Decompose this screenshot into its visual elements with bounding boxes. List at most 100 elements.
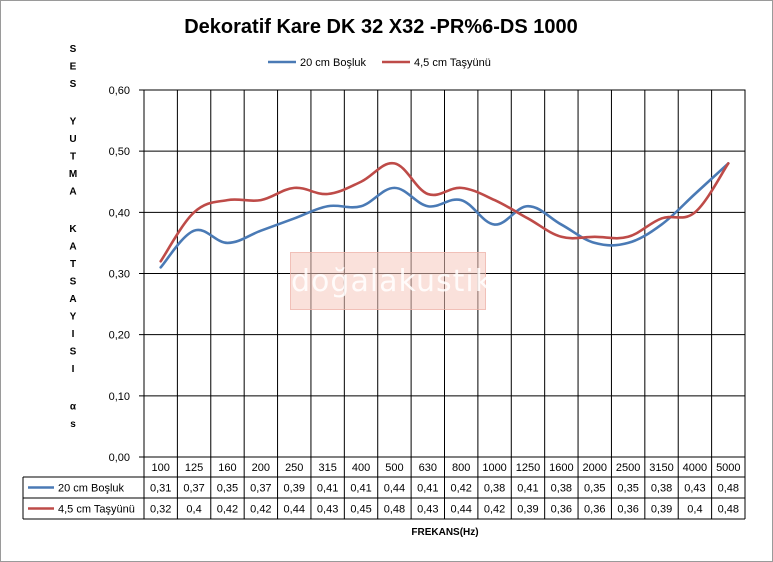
data-point [660, 217, 663, 220]
y-axis-label-letter: Y [70, 312, 77, 323]
x-tick-label: 1250 [516, 462, 540, 474]
x-tick-label: 500 [385, 462, 403, 474]
y-tick-label: 0,30 [109, 269, 130, 281]
x-tick-label: 315 [318, 462, 336, 474]
table-cell: 0,36 [584, 504, 605, 516]
table-cell: 0,39 [651, 504, 672, 516]
y-tick-label: 0,40 [109, 207, 130, 219]
data-point [660, 223, 663, 226]
data-point [160, 260, 162, 262]
y-axis-label-letter: I [72, 329, 75, 340]
x-tick-label: 100 [152, 462, 170, 474]
y-tick-label: 0,60 [109, 85, 130, 97]
data-table: 100 125 160 200 250 315 400 500 630 800 1000 1250 16… [22, 457, 746, 520]
x-tick-label: 800 [452, 462, 470, 474]
y-axis-label-letter: E [70, 62, 77, 73]
y-axis-label-letter: S [70, 44, 77, 55]
x-tick-label: 4000 [683, 462, 707, 474]
data-point [427, 205, 429, 207]
data-point [594, 236, 596, 238]
table-cell: 0,37 [183, 483, 204, 495]
legend: 20 cm Boşluk 4,5 cm Taşyünü [268, 57, 491, 69]
data-point [493, 199, 496, 201]
y-axis-label-letter: A [69, 242, 76, 253]
data-point [393, 187, 396, 189]
watermark-logo: doğalakustik [290, 252, 492, 310]
data-point [460, 199, 462, 201]
data-point [226, 242, 229, 244]
data-point [193, 211, 195, 213]
y-axis-label-letter: α [70, 402, 77, 413]
y-axis-label-letter: K [69, 224, 77, 235]
x-tick-label: 250 [285, 462, 303, 474]
x-tick-label: 2500 [616, 462, 640, 474]
data-point [327, 193, 329, 195]
data-point [427, 193, 429, 195]
data-point [694, 193, 696, 195]
y-axis-label-letter: A [69, 294, 76, 305]
series-line-1 [159, 162, 730, 269]
x-tick-label: 630 [419, 462, 437, 474]
y-tick-label: 0,20 [109, 330, 130, 342]
data-point [594, 242, 596, 244]
table-cell: 0,39 [284, 483, 305, 495]
table-cell: 0,42 [450, 483, 471, 495]
table-cell: 0,43 [417, 504, 438, 516]
table-cell: 0,36 [551, 504, 572, 516]
y-axis-label-letter: I [72, 364, 75, 375]
table-cell: 0,35 [617, 483, 638, 495]
y-axis-label-letter: U [69, 134, 76, 145]
chart-title: Dekoratif Kare DK 32 X32 -PR%6-DS 1000 [184, 16, 578, 38]
table-cell: 0,43 [684, 483, 705, 495]
data-point [527, 205, 529, 207]
table-cell: 0,42 [217, 504, 238, 516]
y-axis-label-letter: A [69, 187, 76, 198]
x-axis-label: FREKANS(Hz) [411, 527, 478, 538]
y-axis-label-letter: T [70, 259, 76, 270]
y-axis-label-letter: Y [70, 117, 77, 128]
x-tick-label: 200 [252, 462, 270, 474]
table-cell: 0,41 [317, 483, 338, 495]
data-point [527, 217, 529, 220]
data-point [694, 211, 696, 213]
data-point [460, 187, 462, 189]
y-tick-labels: 0,00 0,10 0,20 0,30 0,40 0,50 0,60 [109, 85, 130, 464]
table-cell: 0,45 [350, 504, 371, 516]
y-axis-label-letter: T [70, 152, 76, 163]
table-cell: 0,36 [617, 504, 638, 516]
series-lines [159, 162, 730, 269]
table-cell: 0,38 [651, 483, 672, 495]
table-cell: 0,37 [250, 483, 271, 495]
table-cell: 0,48 [384, 504, 405, 516]
data-point [727, 162, 729, 164]
data-point [260, 199, 262, 201]
data-point [560, 223, 562, 226]
table-cell: 0,44 [284, 504, 305, 516]
table-cell: 0,41 [417, 483, 438, 495]
data-point [293, 217, 295, 220]
data-point [627, 236, 629, 238]
x-tick-label: 1000 [482, 462, 506, 474]
y-axis-label-letter: M [69, 169, 77, 180]
y-tick-label: 0,50 [109, 146, 130, 158]
table-cell: 0,43 [317, 504, 338, 516]
x-tick-label: 3150 [649, 462, 673, 474]
y-axis-label-letter: S [70, 79, 77, 90]
table-cell: 0,38 [484, 483, 505, 495]
data-point [193, 230, 195, 232]
legend-entry-1: 20 cm Boşluk [268, 57, 367, 69]
legend-label: 20 cm Boşluk [300, 57, 367, 69]
table-cell: 0,4 [186, 504, 201, 516]
legend-label: 4,5 cm Taşyünü [414, 57, 491, 69]
table-row-label: 20 cm Boşluk [58, 483, 125, 495]
table-row: 4,5 cm Taşyünü 0,32 0,4 0,42 0,42 0,44 0,43 0,4… [28, 504, 739, 516]
data-point [293, 187, 295, 189]
table-cell: 0,32 [150, 504, 171, 516]
table-cell: 0,4 [687, 504, 702, 516]
data-point [160, 266, 162, 268]
legend-entry-2: 4,5 cm Taşyünü [382, 57, 491, 69]
x-tick-label: 160 [218, 462, 236, 474]
data-point [360, 181, 362, 183]
x-tick-label: 2000 [583, 462, 607, 474]
